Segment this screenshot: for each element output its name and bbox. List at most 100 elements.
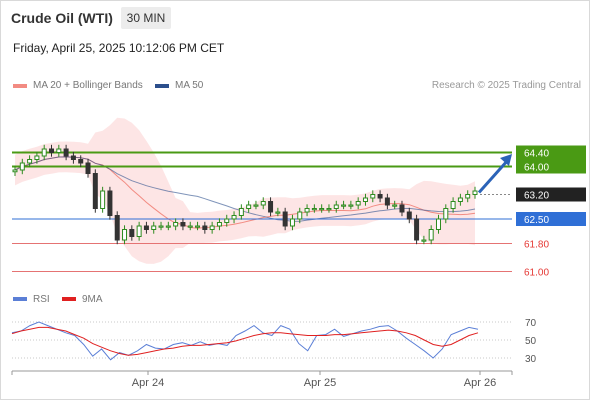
- legend-swatch-9ma: [62, 297, 76, 301]
- candle: [341, 204, 347, 207]
- ma50-line: [14, 156, 476, 222]
- candle: [282, 211, 288, 227]
- candle: [107, 190, 113, 216]
- rsi-axis-label-30: 30: [525, 354, 537, 365]
- candle: [180, 222, 186, 227]
- legend-ma-bb: MA 20 + Bollinger Bands: [13, 80, 143, 91]
- candle: [209, 225, 215, 230]
- timeframe-button[interactable]: 30 MIN: [121, 7, 171, 29]
- candle: [260, 201, 266, 206]
- candle: [465, 194, 471, 199]
- candle: [435, 218, 441, 230]
- level-label-62-50: 62.50: [524, 215, 549, 226]
- rsi-axis-label-50: 50: [525, 336, 537, 347]
- candle: [406, 211, 412, 220]
- candle: [304, 208, 310, 213]
- candle: [187, 225, 193, 228]
- candle: [319, 208, 325, 211]
- level-label-61-00: 61.00: [524, 268, 549, 279]
- candle: [399, 204, 405, 213]
- timestamp: Friday, April 25, 2025 10:12:06 PM CET: [13, 41, 225, 55]
- level-box-current: [516, 187, 586, 202]
- candle: [195, 225, 201, 228]
- candle: [384, 197, 390, 206]
- candle: [129, 229, 135, 237]
- forecast-arrow-shaft: [477, 159, 510, 194]
- x-tick-label: Apr 25: [304, 377, 336, 389]
- x-tick-label: Apr 24: [132, 377, 164, 389]
- candle: [268, 201, 274, 213]
- candle: [355, 201, 361, 206]
- bollinger-band: [15, 117, 475, 264]
- candle: [114, 215, 120, 241]
- candle: [311, 208, 317, 211]
- candle: [19, 162, 25, 171]
- x-tick-label: Apr 26: [464, 377, 496, 389]
- candle: [333, 204, 339, 209]
- candle: [70, 155, 76, 160]
- research-credit: Research © 2025 Trading Central: [431, 80, 581, 91]
- candle: [421, 239, 427, 242]
- rsi-series-9ma: [11, 326, 479, 356]
- candle: [85, 162, 91, 174]
- candle: [122, 229, 128, 241]
- candle: [216, 222, 222, 227]
- legend-label-9ma: 9MA: [82, 294, 103, 305]
- legend-label-rsi: RSI: [33, 294, 50, 305]
- candle: [34, 155, 40, 160]
- candle: [362, 197, 368, 202]
- rsi-series-rsi: [11, 321, 479, 361]
- candle: [56, 148, 62, 153]
- candle: [173, 222, 179, 227]
- candle: [136, 225, 142, 237]
- candle: [12, 169, 18, 173]
- level-label-63-20: 63.20: [524, 191, 549, 202]
- legend-swatch-rsi: [13, 297, 27, 301]
- candle: [78, 159, 84, 164]
- level-label-61-80: 61.80: [524, 240, 549, 251]
- rsi-axis-label-70: 70: [525, 318, 537, 329]
- legend-label-ma-bb: MA 20 + Bollinger Bands: [33, 80, 143, 91]
- candle: [92, 173, 98, 209]
- level-box-green: [516, 145, 586, 174]
- candle: [63, 148, 69, 157]
- candle: [253, 204, 259, 207]
- candle: [392, 204, 398, 207]
- candle: [143, 225, 149, 230]
- candle: [41, 148, 47, 157]
- instrument-title: Crude Oil (WTI): [11, 10, 113, 26]
- candle: [428, 229, 434, 241]
- candle: [151, 225, 157, 230]
- legend-swatch-ma50: [155, 83, 169, 88]
- candle: [165, 225, 171, 228]
- candle: [49, 148, 55, 153]
- candle: [100, 190, 106, 209]
- candle: [443, 208, 449, 220]
- header-bar: Crude Oil (WTI) 30 MIN: [0, 0, 590, 36]
- level-label-64-00: 64.00: [524, 163, 549, 174]
- legend-swatch-ma-bb: [13, 83, 27, 88]
- level-box-blue: [516, 212, 586, 226]
- candle: [450, 201, 456, 209]
- candle: [289, 218, 295, 227]
- forecast-arrow-head: [500, 154, 512, 166]
- candle: [377, 194, 383, 199]
- candle: [326, 208, 332, 211]
- candle: [472, 190, 478, 195]
- candle: [231, 215, 237, 220]
- legend-label-ma50: MA 50: [175, 80, 204, 91]
- candle: [370, 194, 376, 199]
- level-label-64-40: 64.40: [524, 149, 549, 160]
- candle: [348, 204, 354, 207]
- candle: [275, 211, 281, 214]
- candle: [246, 204, 252, 209]
- candle: [238, 208, 244, 216]
- legend-ma50: MA 50: [155, 80, 203, 91]
- candle: [457, 197, 463, 202]
- candle: [297, 211, 303, 220]
- candle: [27, 159, 33, 164]
- candle: [414, 218, 420, 241]
- candle: [158, 225, 164, 228]
- candle: [202, 225, 208, 230]
